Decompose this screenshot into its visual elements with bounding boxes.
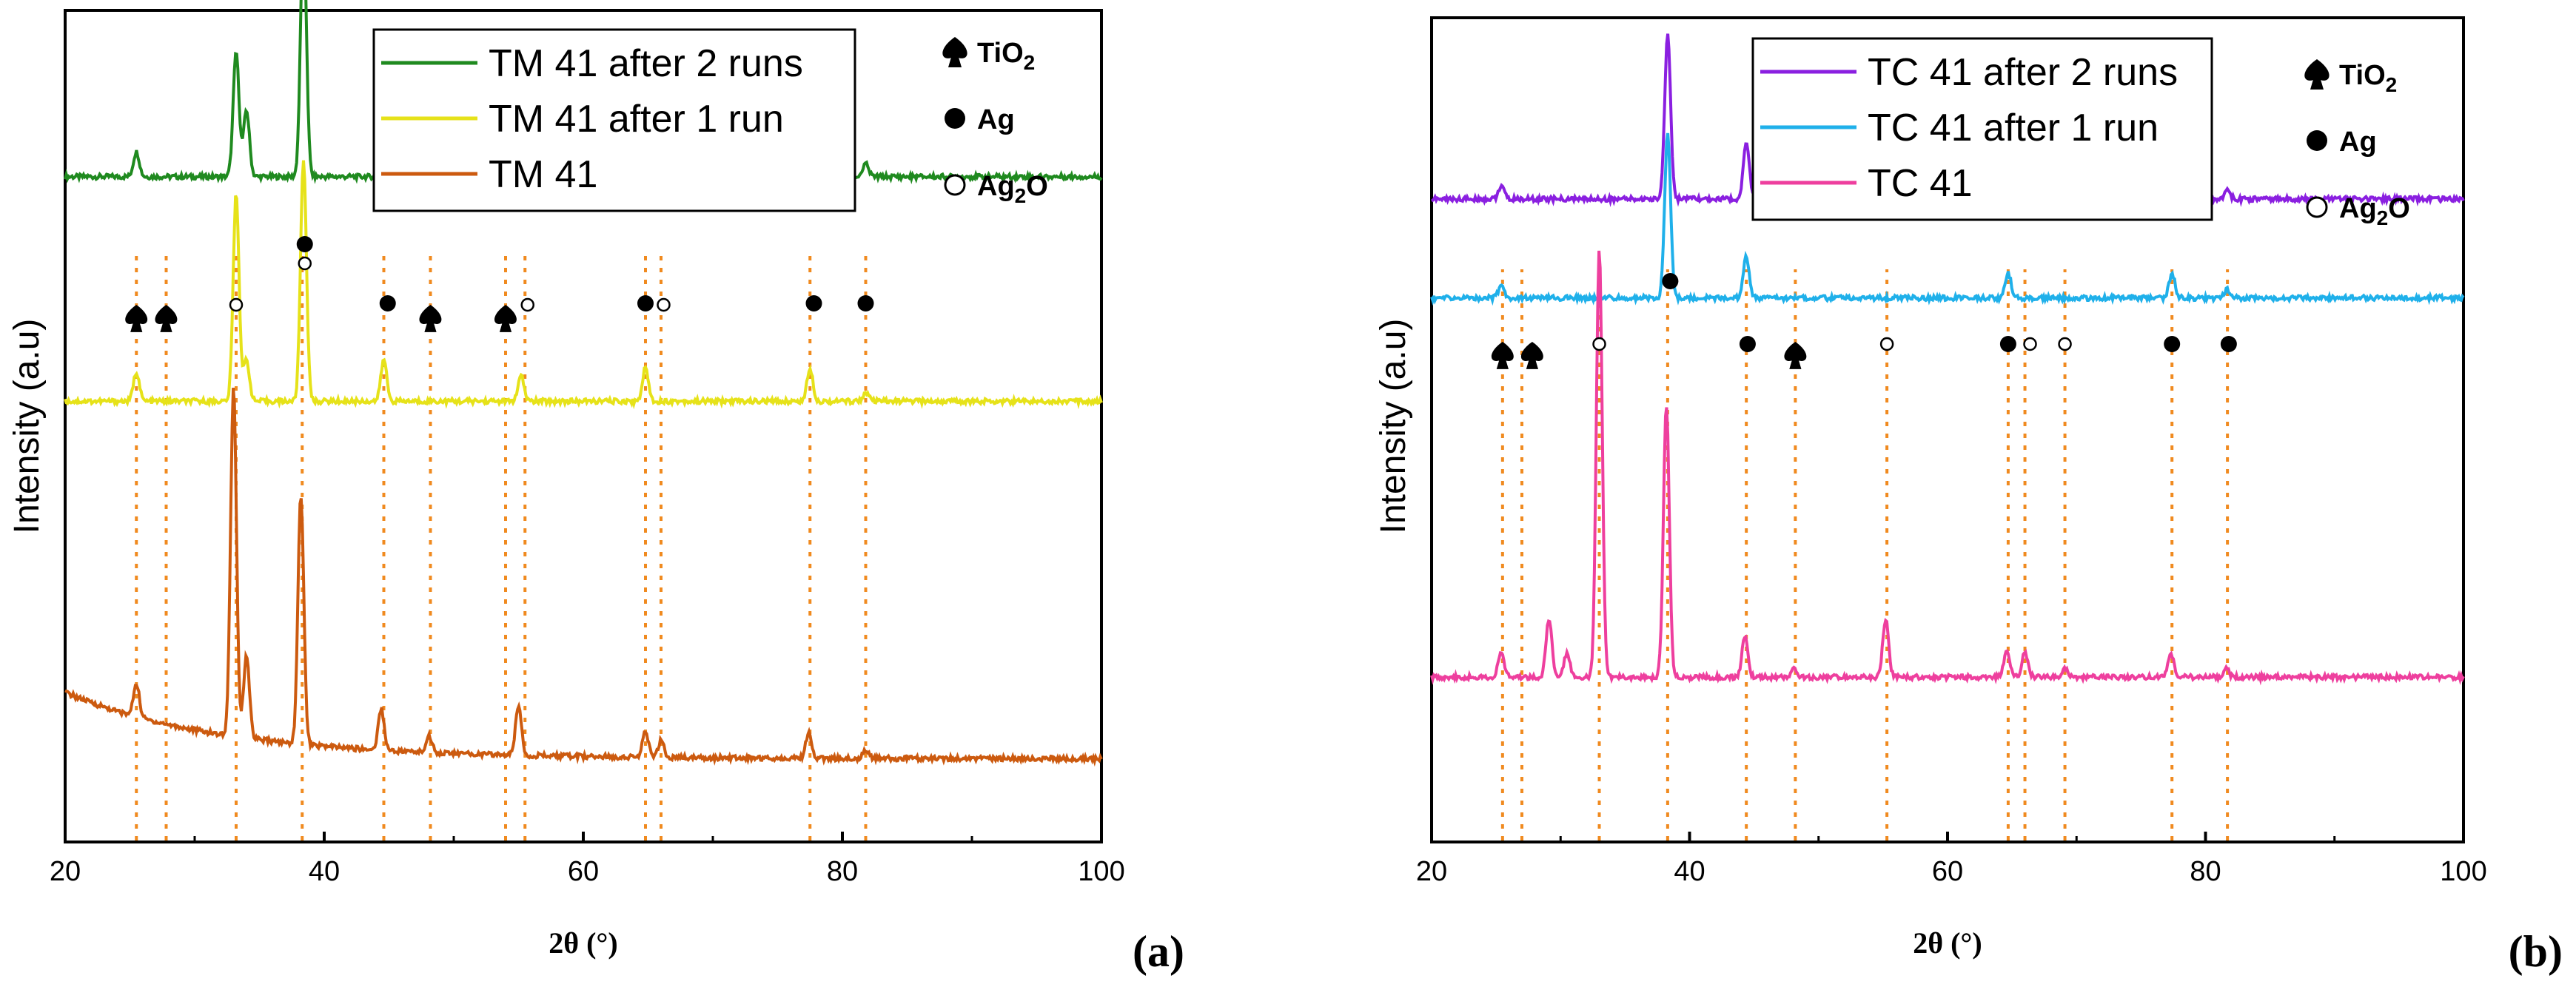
series-line xyxy=(64,388,1103,767)
ag-marker xyxy=(1999,336,2016,352)
phase-markers xyxy=(1491,273,2237,369)
ag-marker xyxy=(379,295,396,311)
legend: TM 41 after 2 runs TM 41 after 1 run TM 41 xyxy=(372,28,856,212)
ag-marker xyxy=(857,295,874,311)
legend-label: TC 41 after 1 run xyxy=(1868,107,2159,149)
ag-marker xyxy=(1662,273,1679,289)
y-axis-title: Intensity (a.u) xyxy=(1374,319,1413,534)
ag-marker xyxy=(2164,336,2181,352)
series-line xyxy=(64,160,1103,410)
ag2o-marker xyxy=(2023,337,2037,351)
legend-label: TM 41 after 1 run xyxy=(489,98,784,141)
ag-marker xyxy=(296,236,313,252)
phase-markers xyxy=(125,236,874,332)
key-symbol xyxy=(944,174,966,196)
reference-lines xyxy=(1500,269,2230,841)
tio2-marker xyxy=(942,37,967,67)
reference-lines xyxy=(135,255,868,841)
ag-marker xyxy=(805,295,822,311)
x-tick-label: 20 xyxy=(1416,856,1447,887)
x-tick-label: 40 xyxy=(1674,856,1705,887)
key-label: TiO2 xyxy=(2339,60,2397,96)
x-tick-label: 40 xyxy=(309,856,340,887)
tio2-marker xyxy=(2304,59,2330,90)
x-tick-label: 20 xyxy=(50,856,81,887)
x-tick-label: 80 xyxy=(827,856,858,887)
x-tick-label: 100 xyxy=(2440,856,2486,887)
key-label: Ag xyxy=(977,104,1015,135)
x-axis: 20 40 60 80 100 xyxy=(1416,832,2487,887)
legend-label: TM 41 after 2 runs xyxy=(489,42,803,85)
key-symbol xyxy=(2306,196,2328,218)
x-tick-label: 60 xyxy=(1932,856,1963,887)
tio2-marker xyxy=(1491,342,1514,369)
x-axis-title: 2θ (°) xyxy=(1913,926,1982,960)
series-line xyxy=(1430,250,2465,686)
key-symbol xyxy=(945,108,965,129)
legend: TC 41 after 2 runs TC 41 after 1 run TC 41 xyxy=(1751,37,2213,221)
ag-marker xyxy=(2220,336,2237,352)
tio2-marker xyxy=(125,305,148,332)
ag2o-marker xyxy=(2058,337,2072,351)
panel-label: (a) xyxy=(1133,927,1184,976)
tio2-marker xyxy=(419,305,442,332)
tio2-marker xyxy=(494,305,517,332)
key-label: TiO2 xyxy=(977,38,1035,74)
x-axis: 20 40 60 80 100 xyxy=(50,832,1125,887)
key-symbol xyxy=(2307,130,2327,151)
legend-label: TC 41 after 2 runs xyxy=(1868,51,2178,94)
y-axis-title: Intensity (a.u) xyxy=(7,319,47,534)
key-label: Ag2O xyxy=(2339,193,2410,229)
ag-marker xyxy=(637,295,654,311)
key-label: Ag2O xyxy=(977,171,1048,207)
phase-key: TiO2 Ag Ag2O xyxy=(942,37,1048,207)
tio2-marker xyxy=(1784,342,1807,369)
legend-label: TC 41 xyxy=(1868,162,1973,205)
series-line xyxy=(1430,132,2465,306)
ag2o-marker xyxy=(520,297,534,312)
ag2o-marker xyxy=(298,256,312,271)
x-tick-label: 60 xyxy=(568,856,599,887)
ag2o-marker xyxy=(657,297,671,312)
x-axis-title: 2θ (°) xyxy=(549,926,618,960)
ag2o-marker xyxy=(229,297,244,312)
tio2-marker xyxy=(1520,342,1543,369)
ag2o-marker xyxy=(1879,337,1894,351)
ag-marker xyxy=(1739,336,1756,352)
panel-b: 20 40 60 80 100 Intensity (a.u) 2θ (°) (b) T… xyxy=(1374,16,2563,976)
key-label: Ag xyxy=(2339,127,2377,158)
ag2o-marker xyxy=(1592,337,1606,351)
phase-key: TiO2 Ag Ag2O xyxy=(2304,59,2410,229)
tio2-marker xyxy=(155,305,178,332)
x-tick-label: 80 xyxy=(2190,856,2221,887)
x-tick-label: 100 xyxy=(1078,856,1124,887)
panel-a: 20 40 60 80 100 Intensity (a.u) 2θ (°) (a) T… xyxy=(7,0,1184,976)
legend-label: TM 41 xyxy=(489,153,597,196)
panel-label: (b) xyxy=(2509,927,2563,976)
